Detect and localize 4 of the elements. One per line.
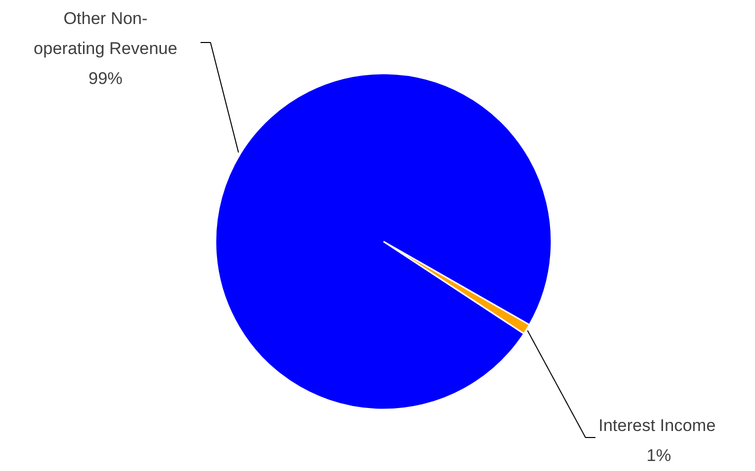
data-label: 1% (646, 446, 672, 465)
data-label: 99% (88, 69, 123, 88)
slice-label: Interest Income (598, 416, 716, 435)
slice-label: Other Non-operating Revenue (34, 9, 178, 58)
